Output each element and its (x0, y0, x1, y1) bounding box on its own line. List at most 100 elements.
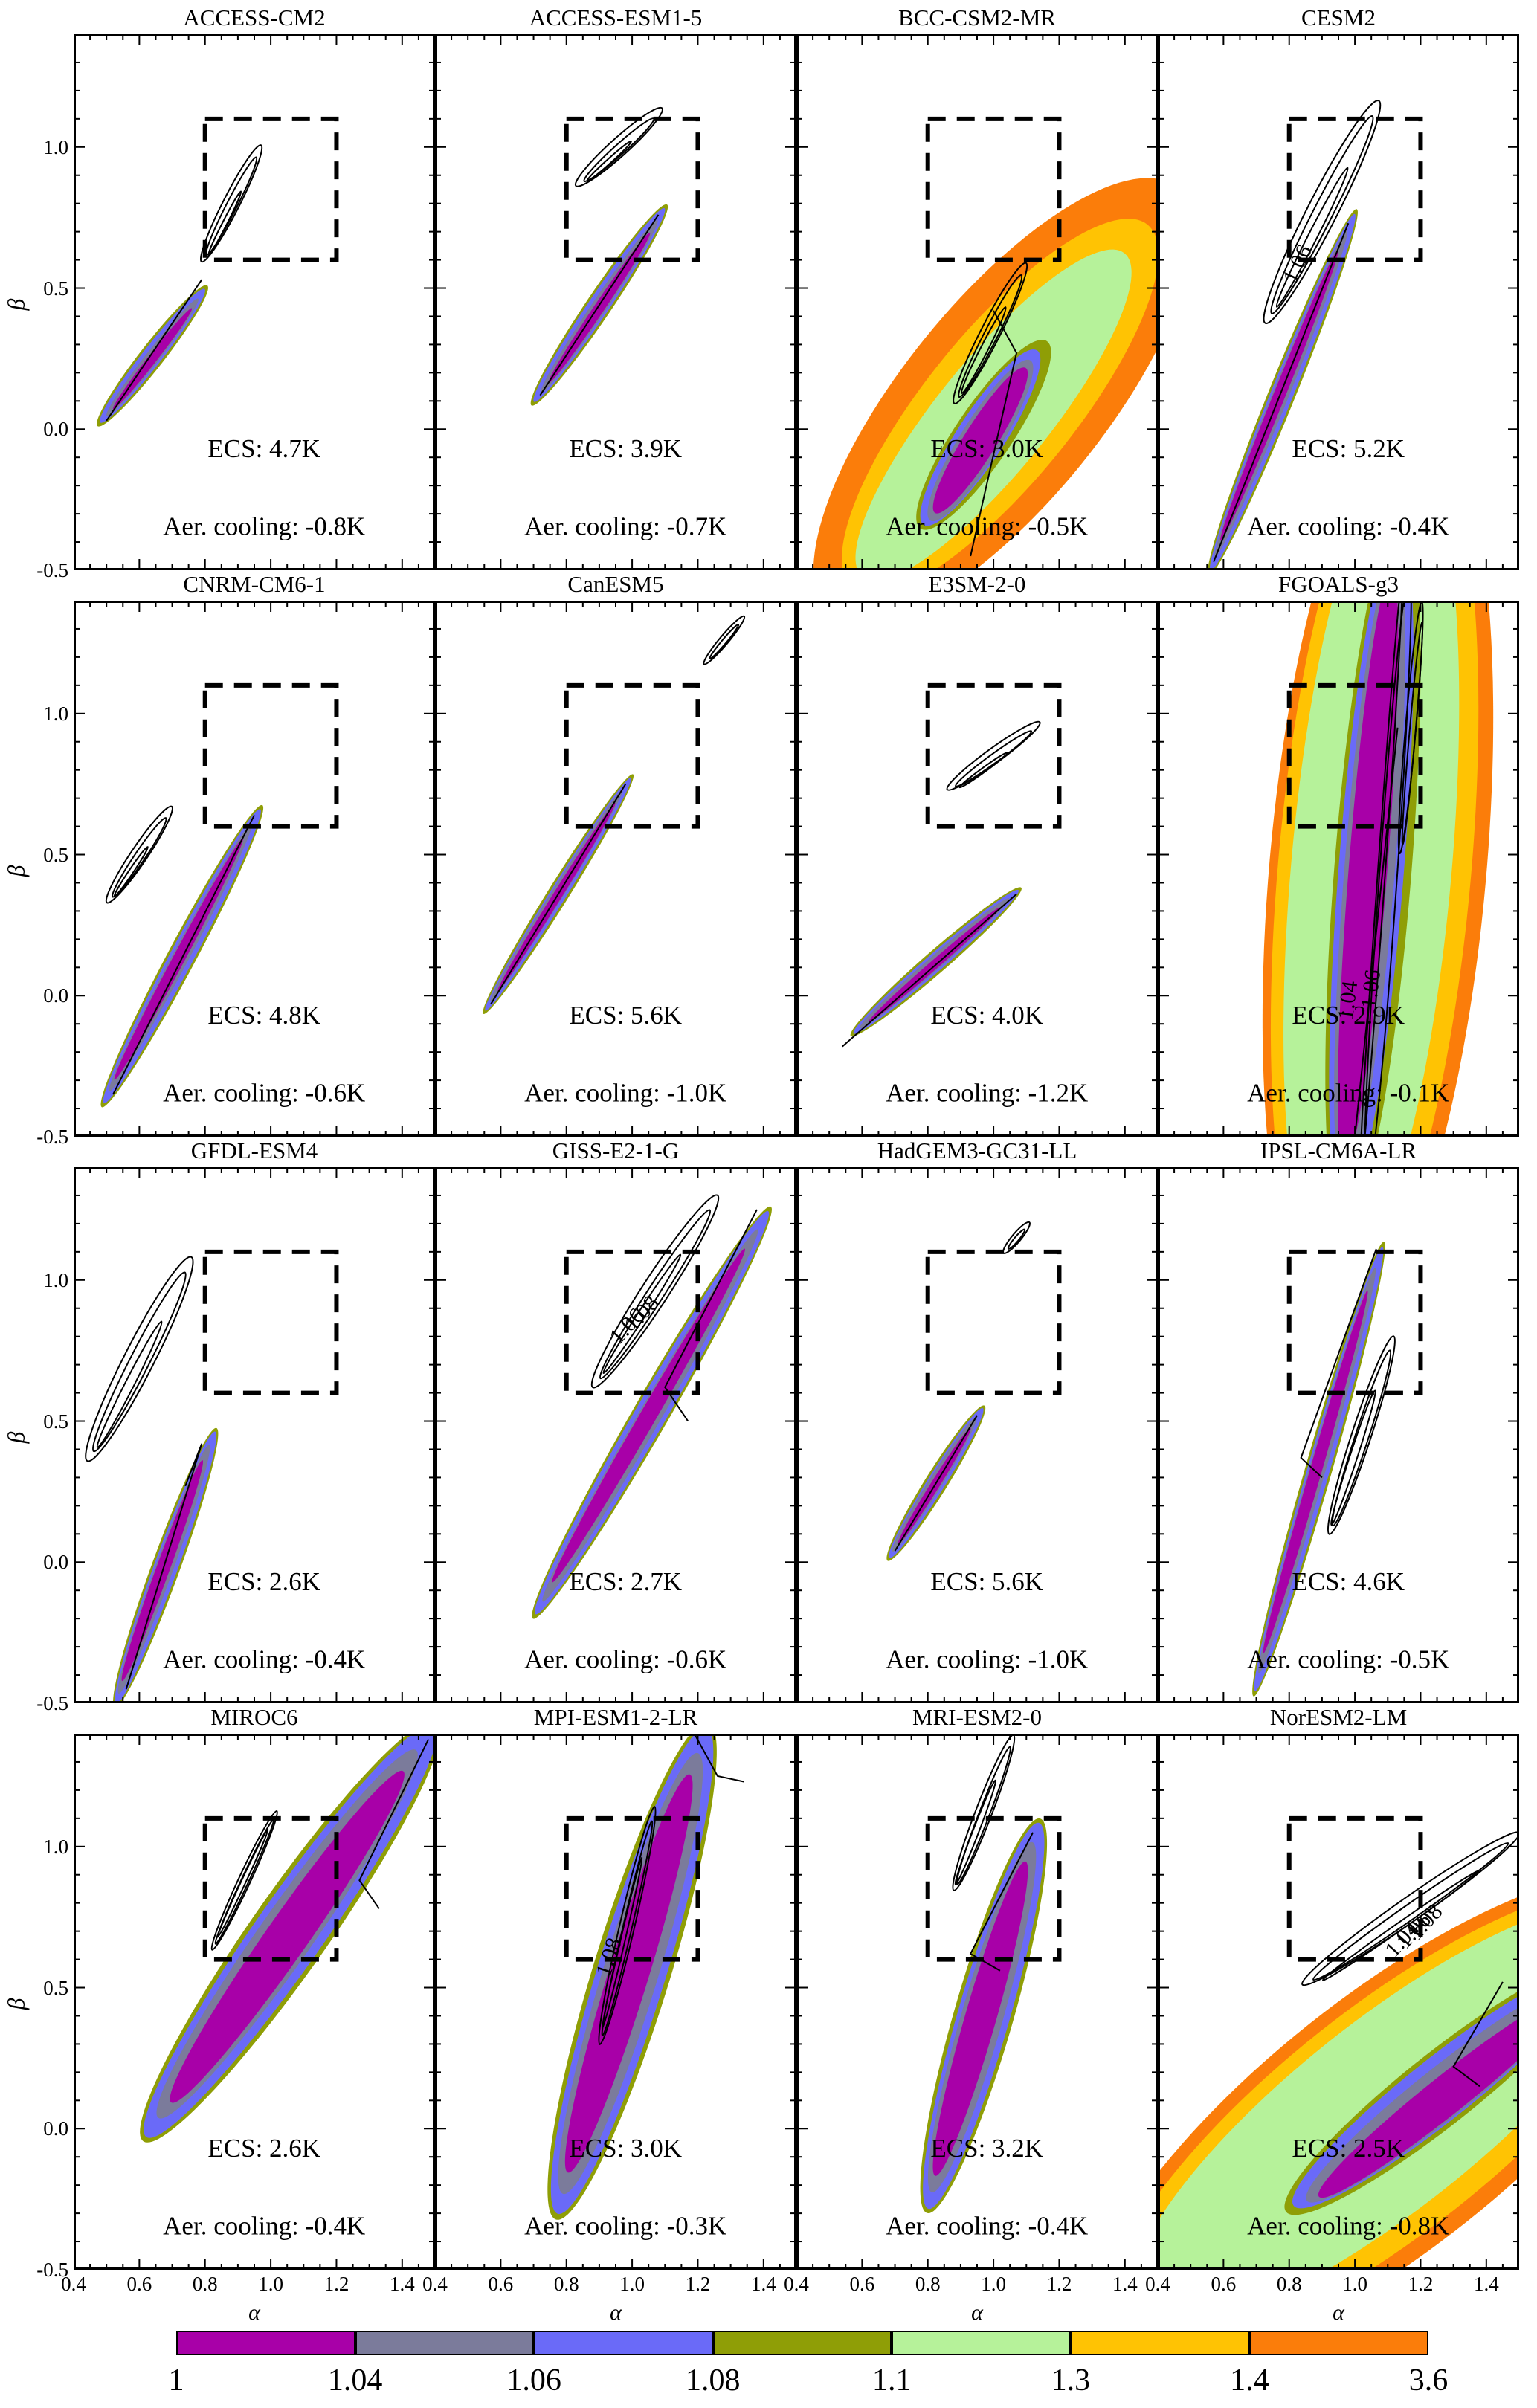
aerosol-cooling-label: Aer. cooling: -0.6K (163, 1079, 365, 1108)
observation-contour (599, 1209, 712, 1380)
panel-title: CanESM5 (567, 571, 664, 597)
filled-contour (170, 1770, 405, 2103)
observation-contour (96, 1320, 163, 1448)
observation-contour (1401, 621, 1424, 845)
observation-contour (1327, 1335, 1396, 1535)
observation-contour (958, 274, 1023, 398)
aerosol-cooling-label: Aer. cooling: -0.6K (524, 1645, 726, 1674)
x-tick-label: 1.0 (981, 2273, 1006, 2295)
expected-range-box (925, 116, 1062, 262)
panel-title: BCC-CSM2-MR (898, 4, 1056, 30)
ecs-label: ECS: 2.7K (569, 1567, 682, 1596)
observation-contour (1007, 1228, 1026, 1250)
panel-title: MRI-ESM2-0 (912, 1704, 1042, 1730)
x-tick-label: 1.2 (323, 2273, 349, 2295)
x-tick-label: 0.8 (1276, 2273, 1302, 2295)
fit-line (970, 310, 1018, 557)
panel-plot-GFDL-ESM4: ECS: 2.6K Aer. cooling: -0.4K (74, 1167, 435, 1703)
expected-range-box (564, 682, 700, 829)
ecs-label: ECS: 2.6K (207, 1567, 320, 1596)
plot-border (1158, 601, 1519, 1137)
contour-level-label: 1.06 (1356, 968, 1385, 1010)
filled-contour (564, 1774, 693, 2173)
colorbar-segment (892, 2331, 1071, 2355)
y-tick-label: -0.5 (36, 1692, 68, 1714)
panel-title: E3SM-2-0 (928, 571, 1026, 597)
plot-border (796, 1734, 1158, 2270)
observation-contour (1363, 601, 1412, 1137)
panel-title: HadGEM3-GC31-LL (877, 1137, 1077, 1163)
x-tick-label: 0.8 (553, 2273, 579, 2295)
filled-contour (1318, 1992, 1519, 2198)
y-tick-label: -0.5 (36, 2259, 68, 2281)
filled-contour (932, 1861, 1028, 2176)
colorbar-tick-label: 1 (168, 2363, 184, 2398)
colorbar-tick-label: 1.4 (1230, 2363, 1269, 2398)
observation-contour (1002, 1221, 1031, 1254)
observation-contour (1312, 1841, 1509, 1981)
plot-border (796, 601, 1158, 1137)
y-tick-label: 0.5 (43, 1976, 68, 1999)
y-tick-label: 0.0 (43, 418, 68, 441)
plot-border (1158, 1734, 1519, 2270)
x-axis-title: α (610, 2300, 622, 2325)
panel-title: IPSL-CM6A-LR (1260, 1137, 1417, 1163)
x-tick-label: 1.4 (1473, 2273, 1499, 2295)
expected-range-box (1286, 682, 1423, 829)
plot-border (435, 1734, 796, 2270)
plot-border (435, 34, 796, 570)
expected-range-box (1286, 1249, 1423, 1395)
x-axis-title: α (1333, 2300, 1344, 2325)
x-tick-label: 0.6 (849, 2273, 875, 2295)
fit-line (664, 1209, 758, 1422)
x-tick-label: 0.4 (422, 2273, 448, 2295)
observation-contour (85, 1256, 194, 1462)
plot-border (1158, 1167, 1519, 1703)
aerosol-cooling-label: Aer. cooling: -0.8K (1247, 2212, 1449, 2241)
colorbar-tick-label: 1.08 (685, 2363, 741, 2398)
x-tick-label: 1.4 (750, 2273, 776, 2295)
colorbar-segment (1070, 2331, 1250, 2355)
observation-contour (112, 817, 167, 898)
fit-line (539, 214, 660, 396)
ecs-label: ECS: 4.8K (207, 1001, 320, 1030)
observation-contour (1330, 1389, 1376, 1526)
observation-contour (1275, 167, 1349, 308)
x-tick-label: 0.4 (61, 2273, 86, 2295)
observation-contour (602, 1253, 682, 1375)
x-tick-label: 0.6 (126, 2273, 152, 2295)
plot-background (74, 34, 435, 570)
x-tick-label: 1.4 (1112, 2273, 1138, 2295)
y-axis-title: β (2, 1431, 30, 1443)
observation-contour (1263, 100, 1382, 325)
aerosol-cooling-label: Aer. cooling: -0.5K (1247, 1645, 1449, 1674)
panel-title: GFDL-ESM4 (190, 1137, 318, 1163)
y-tick-label: 0.0 (43, 984, 68, 1007)
panel-plot-MIROC6: ECS: 2.6K Aer. cooling: -0.4K (74, 1734, 435, 2270)
observation-contour (590, 1194, 720, 1389)
aerosol-cooling-label: Aer. cooling: -0.3K (524, 2212, 726, 2241)
plot-border (1158, 34, 1519, 570)
observation-contour (955, 730, 1033, 787)
colorbar-segment (534, 2331, 713, 2355)
x-tick-label: 1.0 (258, 2273, 283, 2295)
aerosol-cooling-label: Aer. cooling: -0.4K (886, 2212, 1088, 2241)
observation-contour (204, 156, 258, 256)
observation-contour (586, 140, 632, 182)
observation-contour (703, 615, 746, 665)
colorbar-tick-label: 1.1 (872, 2363, 912, 2398)
plot-border (435, 601, 796, 1137)
fit-line (1354, 727, 1399, 1137)
filled-contour (869, 907, 1000, 1022)
aerosol-cooling-label: Aer. cooling: -1.0K (524, 1079, 726, 1108)
colorbar-segment (355, 2331, 535, 2355)
plot-background (74, 1167, 435, 1703)
panel-plot-ACCESS-CM2: ECS: 4.7K Aer. cooling: -0.8K (74, 34, 435, 570)
filled-contour (114, 838, 244, 1080)
y-tick-label: 0.5 (43, 843, 68, 866)
ecs-label: ECS: 5.6K (569, 1001, 682, 1030)
aerosol-cooling-label: Aer. cooling: -0.1K (1247, 1079, 1449, 1108)
contour-level-label: 1.04 (1333, 980, 1362, 1021)
filled-contour (932, 367, 1028, 514)
